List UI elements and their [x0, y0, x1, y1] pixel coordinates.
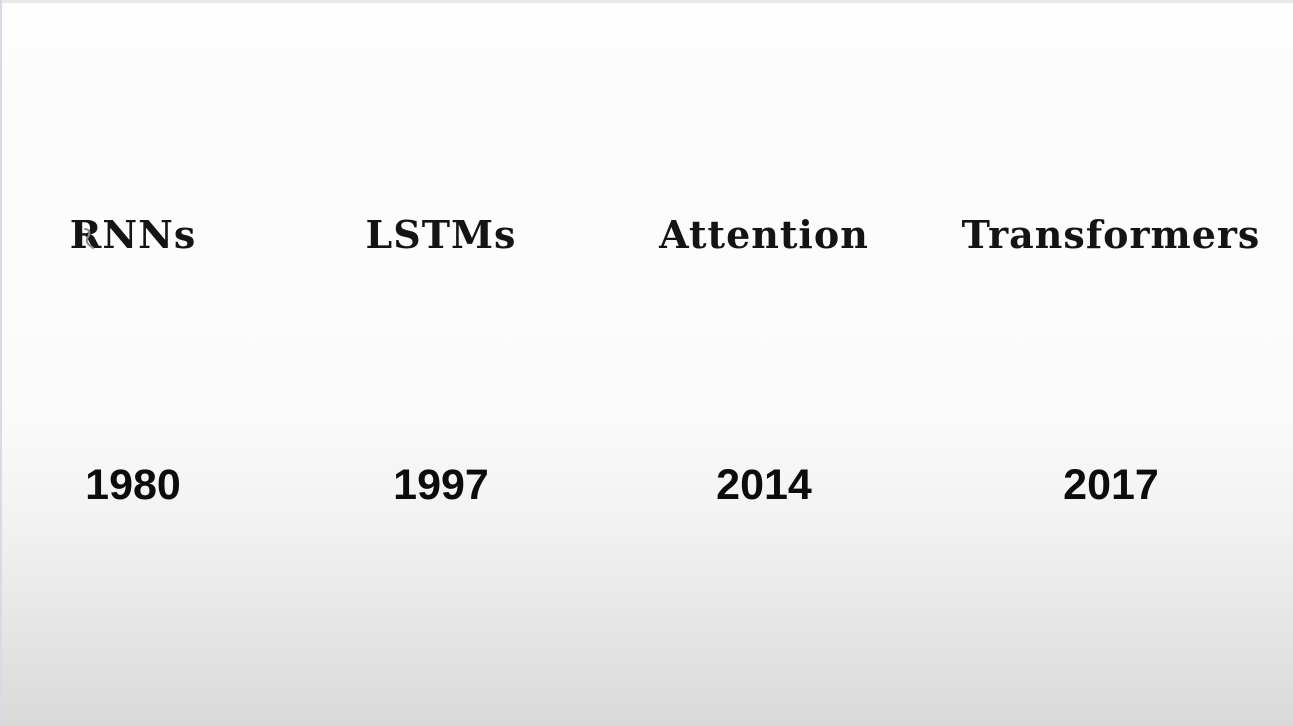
timeline-item-attention: Attention 2014 [635, 0, 893, 726]
timeline-item-transformers: Transformers 2017 [950, 0, 1272, 726]
top-border [0, 0, 1293, 3]
timeline-item-rnns: RNNs 1980 [40, 0, 226, 726]
year-label: 1980 [85, 461, 181, 509]
left-border [0, 0, 2, 726]
term-label: Transformers [961, 212, 1261, 257]
term-label: Attention [659, 212, 869, 257]
mouse-pointer-icon [84, 228, 94, 249]
year-label: 2014 [716, 461, 812, 509]
term-label: RNNs [69, 212, 197, 257]
year-label: 1997 [393, 461, 489, 509]
timeline-item-lstms: LSTMs 1997 [341, 0, 541, 726]
term-label: LSTMs [365, 212, 517, 257]
year-label: 2017 [1063, 461, 1159, 509]
